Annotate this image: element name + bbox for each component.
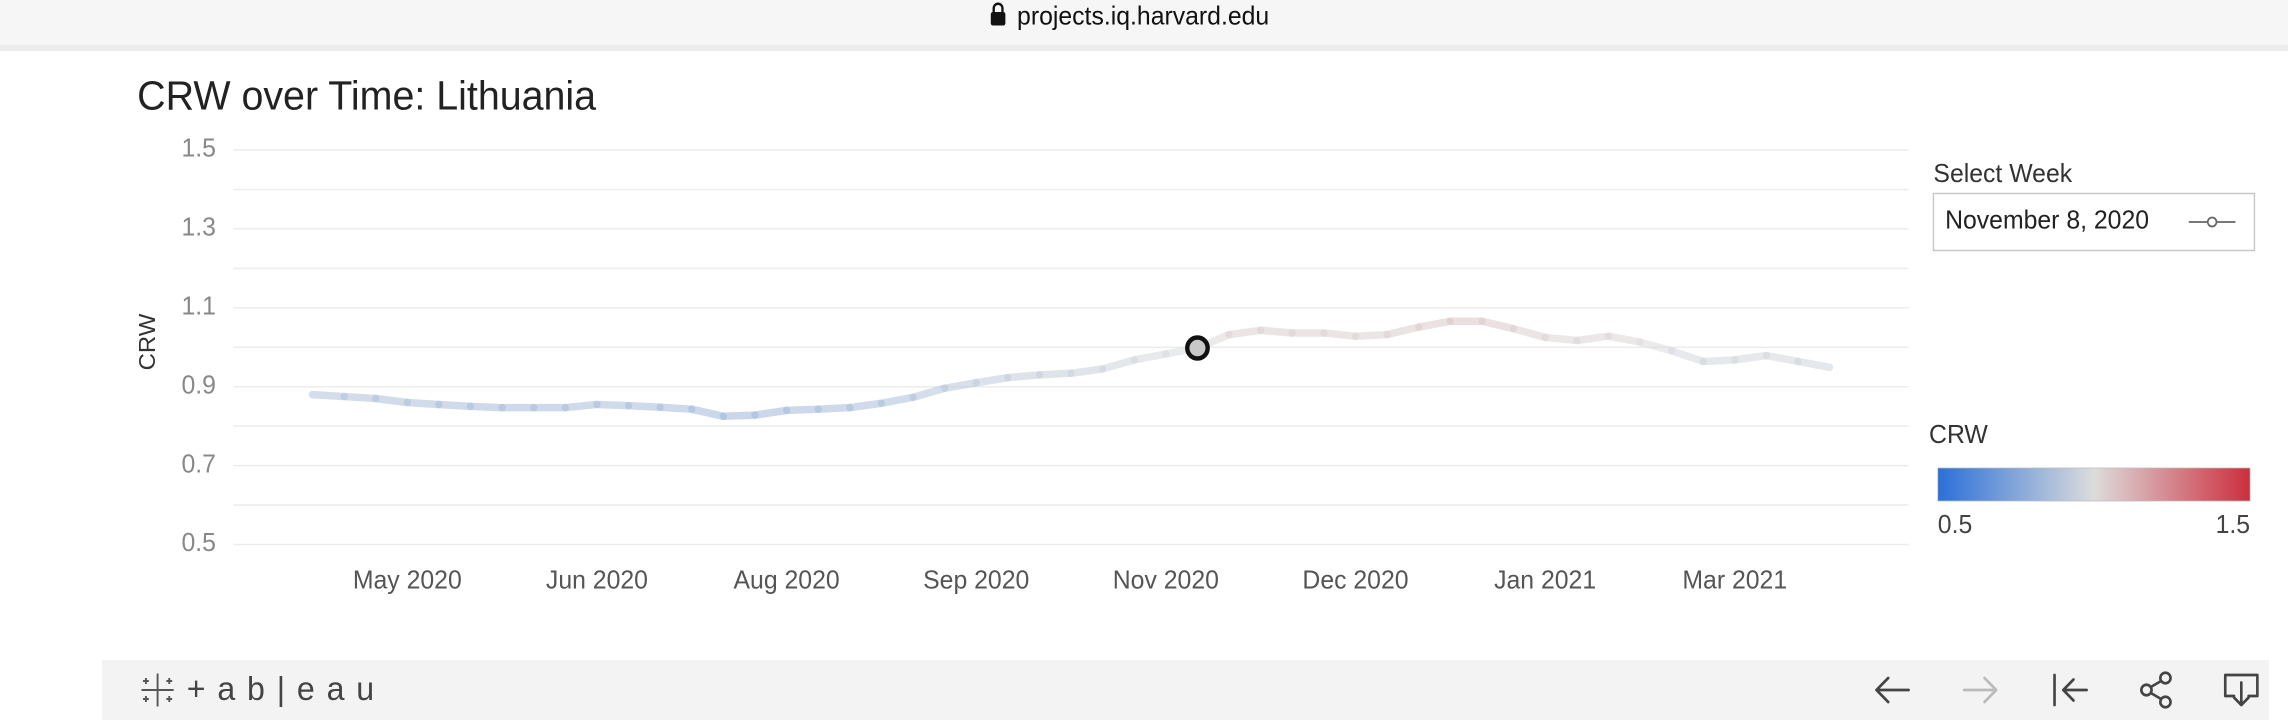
plot: 0.5 0.7 0.9 1.1 1.3 1.5 May 2020 Jun 2020 Aug 20… [181, 134, 1909, 595]
line-segment [1004, 371, 1044, 382]
filter-label: Select Week [1933, 160, 2072, 188]
chart-title: CRW over Time: Lithuania [137, 74, 597, 119]
selected-point [1185, 335, 1210, 361]
line-segment [1098, 356, 1138, 373]
line-segment [1604, 332, 1644, 346]
y-tick-label: 1.5 [181, 134, 215, 162]
line-segment [1478, 317, 1518, 333]
x-tick-label: Dec 2020 [1302, 566, 1408, 594]
y-tick-label: 0.5 [181, 529, 215, 557]
line-segment [561, 400, 601, 412]
line-segment [940, 379, 980, 393]
y-tick-label: 0.9 [181, 371, 215, 399]
line-segment [466, 402, 506, 412]
x-tick-label: Sep 2020 [923, 566, 1029, 594]
y-axis-label: CRW [135, 313, 161, 371]
share-button[interactable] [2140, 671, 2172, 709]
toolbar [102, 660, 2270, 720]
x-tick-label: Nov 2020 [1113, 566, 1219, 594]
line-segment [1415, 317, 1454, 331]
line-segment [1573, 332, 1612, 345]
line-segment [1225, 326, 1265, 339]
line-segment [1541, 333, 1581, 345]
line-segment [1794, 357, 1834, 372]
line-segment [972, 373, 1012, 387]
undo-button[interactable] [1875, 676, 1910, 704]
x-tick-label: May 2020 [353, 566, 462, 594]
line-segment [782, 405, 822, 415]
tableau-logo[interactable]: + a b | e a u [187, 671, 376, 707]
y-tick-label: 1.1 [181, 292, 215, 320]
revert-button[interactable] [2053, 673, 2088, 707]
line-segment [1035, 369, 1075, 379]
x-tick-label: Jun 2020 [546, 566, 648, 594]
line-segment [814, 403, 854, 413]
browser-bar [0, 0, 2288, 45]
url[interactable]: projects.iq.harvard.edu [1017, 2, 1269, 30]
line-segment [593, 400, 633, 410]
x-tick-label: Aug 2020 [734, 566, 840, 594]
line-segment [1320, 329, 1360, 340]
filter-value[interactable]: November 8, 2020 [1945, 206, 2149, 234]
tableau-mark [141, 673, 174, 707]
line-segment [1731, 351, 1771, 364]
line-segment [909, 384, 949, 402]
line-segment [1130, 350, 1170, 364]
legend-max: 1.5 [2216, 511, 2250, 539]
legend-gradient [1937, 467, 2251, 502]
browser-edge [0, 45, 2288, 51]
line-segment [1667, 347, 1707, 366]
download-button[interactable] [2223, 673, 2259, 707]
line-segment [656, 403, 696, 413]
line-segment [688, 405, 728, 421]
line-segment [1067, 365, 1107, 378]
line-segment [1762, 351, 1802, 366]
lock-icon [990, 2, 1006, 26]
line-segment [1636, 338, 1676, 355]
legend-title: CRW [1929, 421, 1988, 449]
x-tick-label: Jan 2021 [1494, 566, 1596, 594]
line-segment [403, 398, 443, 409]
line-segment [308, 390, 348, 401]
line-segment [751, 406, 791, 419]
redo-button[interactable] [1962, 676, 1998, 704]
line-segment [1383, 323, 1423, 339]
x-tick-label: Mar 2021 [1682, 566, 1787, 594]
line-segment [1699, 356, 1739, 366]
line-segment [1257, 326, 1296, 337]
line-segment [624, 401, 664, 411]
y-tick-label: 1.3 [181, 213, 215, 241]
line-segment [435, 400, 475, 411]
line-segment [1509, 324, 1549, 342]
line-segment [719, 411, 759, 421]
legend-min: 0.5 [1938, 511, 1972, 539]
line-segment [1351, 330, 1391, 340]
line-segment [372, 394, 411, 407]
line-segment [877, 393, 917, 408]
line-segment [340, 392, 380, 403]
line-segment [846, 399, 886, 412]
y-tick-label: 0.7 [181, 450, 215, 478]
slider-icon[interactable] [2188, 216, 2236, 228]
